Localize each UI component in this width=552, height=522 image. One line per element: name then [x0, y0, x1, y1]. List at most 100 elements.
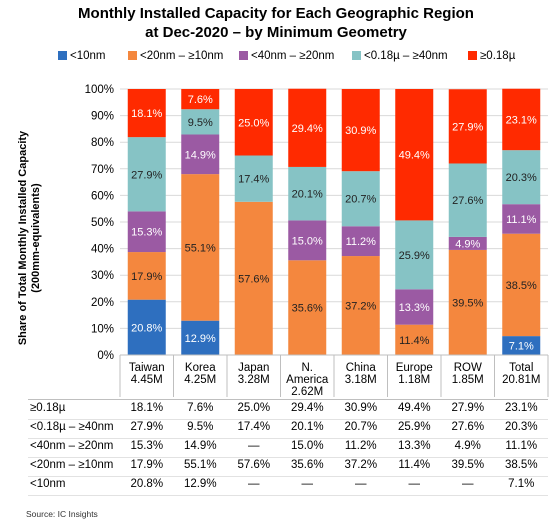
- table-cell: 11.2%: [344, 440, 377, 452]
- table-cell: 4.9%: [454, 440, 481, 452]
- data-label: 25.9%: [399, 250, 430, 262]
- table-cell: 23.1%: [504, 402, 538, 414]
- table-cell: 20.1%: [290, 421, 324, 433]
- table-cell: 15.3%: [130, 440, 164, 452]
- table-row-label: <10nm: [30, 478, 66, 490]
- table-cell: 14.9%: [183, 440, 217, 452]
- bar-segment: [127, 89, 166, 138]
- legend-label: <20nm – ≥10nm: [140, 50, 224, 62]
- table-cell: 11.4%: [398, 459, 431, 471]
- table-row-divider: [28, 419, 548, 420]
- data-label: 23.1%: [506, 114, 537, 126]
- table-cell: 55.1%: [183, 459, 217, 471]
- bar-segment: [234, 201, 273, 355]
- category-label: America: [286, 374, 329, 386]
- category-total-label: 4.45M: [131, 374, 163, 386]
- legend-swatch: [352, 51, 361, 60]
- category-total-label: 2.62M: [291, 386, 323, 398]
- table-cell: 18.1%: [130, 402, 164, 414]
- table-cell: 13.3%: [397, 440, 431, 452]
- legend-swatch: [468, 51, 477, 60]
- legend-swatch: [128, 51, 137, 60]
- data-label: 35.6%: [292, 303, 323, 315]
- data-label: 12.9%: [185, 333, 216, 345]
- y-tick-label: 70%: [91, 164, 114, 176]
- bar-segment: [127, 299, 166, 355]
- category-total-label: 4.25M: [184, 374, 216, 386]
- table-row-label: ≥0.18µ: [30, 402, 66, 414]
- table-cell: —: [248, 478, 260, 490]
- category-total-label: 20.81M: [502, 374, 540, 386]
- table-row-label: <40nm – ≥20nm: [30, 440, 114, 452]
- bar-segment: [181, 134, 220, 175]
- data-label: 27.9%: [131, 169, 162, 181]
- data-label: 11.2%: [346, 236, 377, 248]
- legend-label: ≥0.18µ: [480, 50, 516, 62]
- table-cell: 39.5%: [451, 459, 485, 471]
- chart-title-line-1: Monthly Installed Capacity for Each Geog…: [78, 5, 474, 22]
- bar-segment: [502, 204, 541, 234]
- table-cell: 15.0%: [290, 440, 324, 452]
- y-tick-label: 30%: [91, 270, 114, 282]
- data-label: 20.8%: [131, 322, 162, 334]
- category-label: Japan: [238, 362, 269, 374]
- table-cell: 38.5%: [504, 459, 538, 471]
- bar-segment: [502, 88, 541, 151]
- data-label: 37.2%: [345, 301, 376, 313]
- y-tick-label: 0%: [97, 350, 114, 362]
- table-row-divider: [28, 457, 548, 458]
- data-label: 30.9%: [345, 125, 376, 137]
- chart-title: Monthly Installed Capacity for Each Geog…: [0, 4, 552, 42]
- bar-segment: [341, 256, 380, 355]
- bar-segment: [288, 88, 327, 167]
- table-cell: —: [462, 478, 474, 490]
- bar-segment: [127, 211, 166, 253]
- source-note: Source: IC Insights: [26, 509, 98, 519]
- category-label: N.: [302, 362, 314, 374]
- category-total-label: 3.28M: [238, 374, 270, 386]
- table-cell: 30.9%: [344, 402, 378, 414]
- legend-item: <0.18µ – ≥40nm: [352, 50, 448, 62]
- table-row-divider: [28, 476, 548, 477]
- category-total-label: 3.18M: [345, 374, 377, 386]
- legend-swatch: [239, 51, 248, 60]
- table-cell: 20.8%: [130, 478, 164, 490]
- bar-segment: [127, 252, 166, 300]
- legend-item: <10nm: [58, 50, 105, 62]
- table-cell: 27.6%: [451, 421, 485, 433]
- table-cell: 7.1%: [508, 478, 535, 490]
- table-cell: 7.6%: [187, 402, 214, 414]
- bar-segment: [288, 166, 327, 221]
- bar-segment: [502, 150, 541, 205]
- table-row-divider: [28, 495, 548, 496]
- data-label: 17.4%: [238, 174, 269, 186]
- data-label: 4.9%: [455, 238, 480, 250]
- data-label: 27.9%: [452, 121, 483, 133]
- legend-swatch: [58, 51, 67, 60]
- table-cell: 27.9%: [451, 402, 485, 414]
- data-label: 17.9%: [131, 271, 162, 283]
- bar-segment: [288, 220, 327, 261]
- data-label: 25.0%: [238, 117, 269, 129]
- legend-label: <0.18µ – ≥40nm: [364, 50, 448, 62]
- table-cell: 11.1%: [505, 440, 538, 452]
- bar-segment: [234, 89, 273, 156]
- table-cell: 25.0%: [237, 402, 271, 414]
- category-total-label: 1.18M: [398, 374, 430, 386]
- legend-item: <40nm – ≥20nm: [239, 50, 334, 62]
- data-label: 11.4%: [399, 335, 430, 347]
- bar-segment: [395, 89, 434, 221]
- table-cell: 57.6%: [237, 459, 271, 471]
- bar-segment: [502, 233, 541, 337]
- chart-title-line-2: at Dec-2020 – by Minimum Geometry: [145, 24, 407, 41]
- stacked-bar-chart: 0% 10% 20% 30% 40% 50% 60% 70% 80% 90% 100% 20.8% 17…: [85, 84, 549, 398]
- legend-label: <10nm: [70, 50, 106, 62]
- category-label: Taiwan: [129, 362, 165, 374]
- data-label: 15.0%: [292, 235, 323, 247]
- y-tick-label: 60%: [91, 190, 114, 202]
- y-tick-label: 90%: [91, 111, 114, 123]
- data-label: 9.5%: [188, 117, 213, 129]
- bar-segment: [181, 89, 220, 110]
- table-cell: —: [408, 478, 421, 490]
- y-tick-label: 20%: [91, 297, 114, 309]
